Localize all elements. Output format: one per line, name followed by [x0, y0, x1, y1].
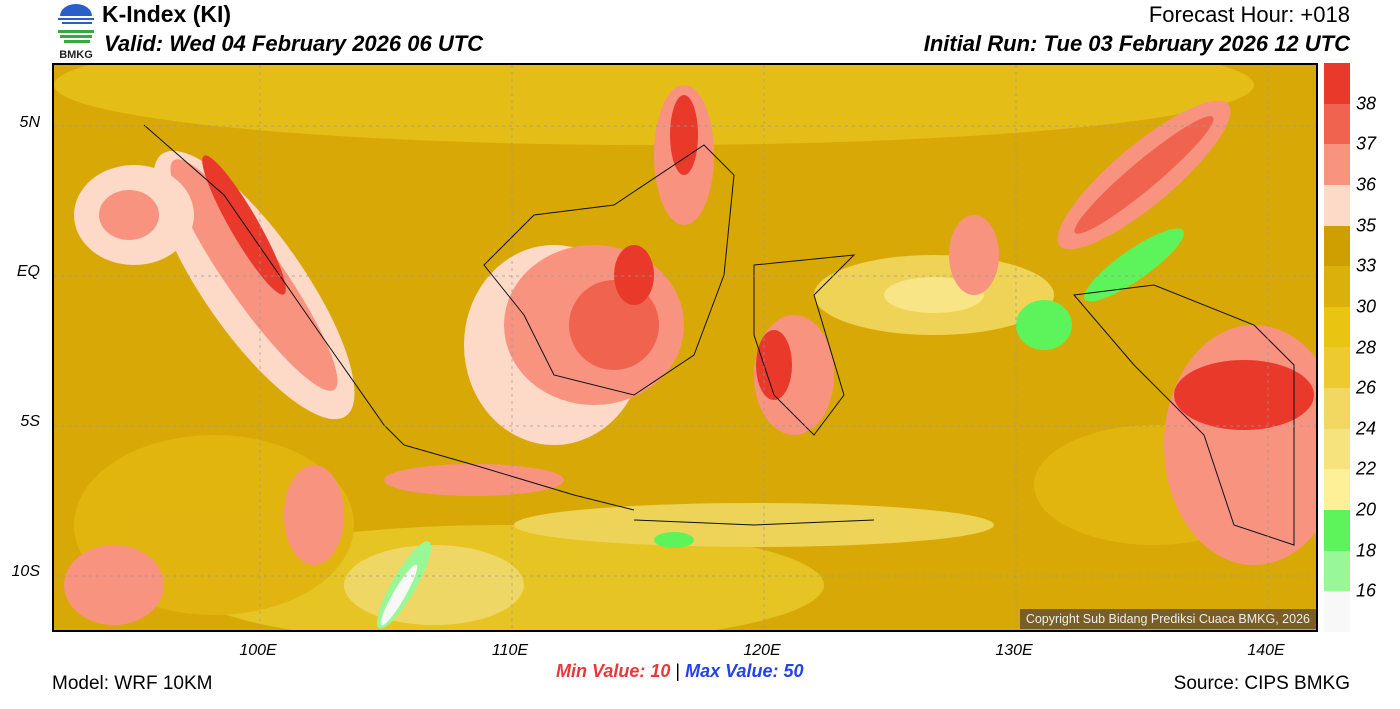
colorbar-label: 26 [1356, 377, 1377, 398]
colorbar-bin [1324, 266, 1350, 307]
lon-label: 120E [743, 642, 781, 659]
colorbar-label: 22 [1356, 458, 1377, 479]
separator: | [675, 661, 681, 681]
k-index-field [54, 65, 1316, 630]
model-info: Model: WRF 10KM [52, 673, 213, 694]
k-index-map [52, 63, 1318, 632]
copyright-notice: Copyright Sub Bidang Prediksi Cuaca BMKG… [1019, 609, 1316, 629]
min-label: Min Value: [556, 661, 646, 681]
colorbar-label: 20 [1356, 499, 1377, 520]
colorbar-bin [1324, 103, 1350, 145]
colorbar-bin [1324, 184, 1350, 226]
lat-label: EQ [16, 263, 40, 280]
colorbar-label: 36 [1356, 174, 1377, 195]
min-value: 10 [650, 661, 671, 681]
lon-label: 110E [491, 642, 529, 659]
forecast-hour: Forecast Hour: +018 [1148, 2, 1350, 27]
lon-label: 130E [995, 642, 1033, 659]
colorbar-bin [1324, 347, 1350, 389]
lon-label: 100E [239, 642, 277, 659]
map-title: K-Index (KI) [102, 1, 232, 27]
colorbar-bin [1324, 225, 1350, 267]
colorbar-label: 28 [1356, 337, 1377, 357]
colorbar-bin [1324, 550, 1350, 592]
colorbar-bin [1324, 428, 1350, 470]
colorbar-bin [1324, 591, 1350, 632]
colorbar-label: 38 [1356, 93, 1377, 114]
colorbar-bin [1324, 510, 1350, 551]
lon-label: 140E [1247, 642, 1285, 659]
lat-label: 5S [20, 413, 40, 430]
bmkg-logo: BMKG [58, 4, 94, 60]
colorbar-label: 37 [1356, 133, 1377, 154]
colorbar-bin [1324, 388, 1350, 429]
colorbar-label: 33 [1356, 255, 1377, 276]
colorbar-bin [1324, 306, 1350, 348]
colorbar-bin [1324, 469, 1350, 511]
lat-label: 5N [19, 114, 40, 131]
max-label: Max Value: [685, 661, 779, 681]
colorbar-bin [1324, 144, 1350, 185]
colorbar-label: 35 [1356, 215, 1377, 236]
initial-run: Initial Run: Tue 03 February 2026 12 UTC [923, 31, 1350, 56]
svg-text:BMKG: BMKG [59, 49, 93, 60]
lat-label: 10S [11, 563, 40, 580]
colorbar-label: 16 [1356, 580, 1377, 601]
colorbar-label: 18 [1356, 540, 1377, 561]
colorbar-label: 30 [1356, 296, 1377, 317]
max-value: 50 [783, 661, 804, 681]
colorbar-label: 24 [1356, 418, 1377, 439]
colorbar-bin [1324, 63, 1350, 104]
source-info: Source: CIPS BMKG [1173, 673, 1350, 694]
valid-time: Valid: Wed 04 February 2026 06 UTC [104, 31, 484, 56]
min-max-values: Min Value: 10 | Max Value: 50 [556, 661, 804, 682]
colorbar [1324, 63, 1350, 632]
